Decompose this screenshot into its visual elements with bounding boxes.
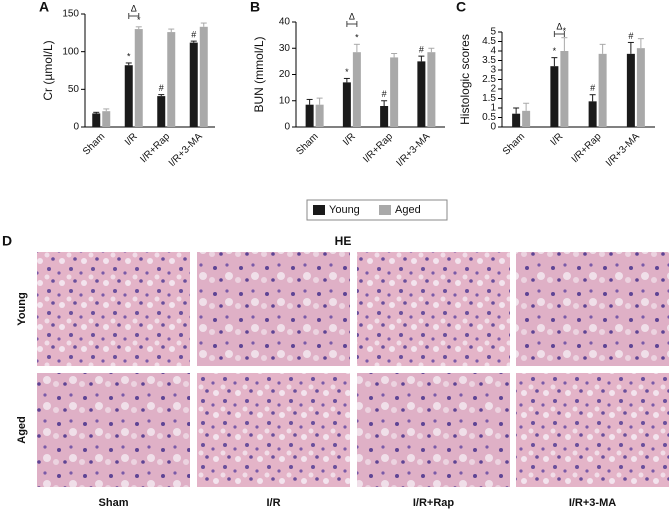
- y-tick-label: 5: [490, 27, 496, 38]
- histology-image: [516, 252, 669, 366]
- bar: [157, 96, 166, 127]
- y-tick-label: 20: [279, 69, 291, 80]
- x-tick-label: I/R: [549, 131, 566, 148]
- bar: [390, 57, 399, 127]
- y-tick-label: 3.5: [482, 55, 496, 66]
- x-tick-label: I/R+Rap: [570, 131, 604, 165]
- y-tick-label: 100: [62, 46, 79, 57]
- y-axis-title: Histologic scores: [458, 34, 472, 125]
- y-tick-label: 40: [279, 17, 291, 28]
- bar: [315, 104, 324, 127]
- y-tick-label: 30: [279, 43, 291, 54]
- y-tick-label: 1: [490, 103, 496, 114]
- bar: [134, 29, 143, 127]
- significance-mark: *: [345, 67, 349, 77]
- column-label: I/R: [266, 497, 280, 509]
- legend-label: Aged: [395, 204, 421, 216]
- bar: [417, 61, 426, 127]
- y-tick-label: 150: [62, 9, 79, 20]
- y-tick-label: 4.5: [482, 36, 496, 47]
- histology-image: [357, 373, 510, 487]
- legend: [306, 199, 448, 221]
- significance-mark: #: [590, 83, 595, 93]
- bar: [342, 82, 351, 127]
- panel-letter: D: [2, 233, 12, 249]
- x-tick-label: I/R+3-MA: [604, 131, 642, 169]
- histology-image: [197, 252, 350, 366]
- bar: [305, 104, 314, 127]
- bar: [167, 32, 176, 127]
- panel-letter: B: [250, 0, 260, 15]
- x-tick-label: I/R+Rap: [361, 131, 395, 165]
- histology-image: [357, 252, 510, 366]
- y-tick-label: 50: [68, 84, 80, 95]
- bar: [636, 48, 645, 127]
- bar: [199, 26, 208, 127]
- y-tick-label: 10: [279, 95, 291, 106]
- bar: [427, 52, 436, 127]
- column-label: I/R+Rap: [413, 497, 455, 509]
- x-tick-label: I/R+3-MA: [167, 131, 205, 169]
- legend-swatch: [313, 205, 325, 215]
- x-tick-label: Sham: [501, 131, 527, 157]
- y-tick-label: 0: [73, 122, 79, 133]
- y-tick-label: 2: [490, 84, 496, 95]
- y-tick-label: 3: [490, 65, 496, 76]
- panel-letter: C: [456, 0, 466, 15]
- significance-mark: *: [127, 51, 131, 61]
- histology-image: [37, 373, 190, 487]
- significance-mark: #: [628, 31, 633, 41]
- column-label: I/R+3-MA: [569, 497, 616, 509]
- bar: [560, 51, 569, 127]
- y-tick-label: 2.5: [482, 74, 496, 85]
- x-tick-label: Sham: [294, 131, 320, 157]
- y-axis-title: BUN (mmol/L): [252, 36, 266, 112]
- y-axis-title: Cr (µmol/L): [41, 40, 55, 100]
- significance-mark: *: [553, 46, 557, 56]
- significance-mark: #: [419, 45, 424, 55]
- bracket-label: Δ: [349, 11, 355, 21]
- x-tick-label: I/R: [341, 131, 358, 148]
- bar: [550, 66, 559, 127]
- bar: [92, 113, 101, 127]
- histology-image: [516, 373, 669, 487]
- bar: [626, 53, 635, 127]
- y-tick-label: 0: [284, 122, 290, 133]
- row-label: Aged: [16, 416, 28, 444]
- legend-label: Young: [329, 204, 360, 216]
- y-tick-label: 1.5: [482, 93, 496, 104]
- bar: [588, 101, 597, 127]
- legend-swatch: [379, 205, 391, 215]
- column-label: Sham: [99, 497, 129, 509]
- histology-image: [197, 373, 350, 487]
- y-tick-label: 0: [490, 122, 496, 133]
- significance-mark: #: [159, 83, 164, 93]
- legend-frame: [306, 199, 448, 221]
- x-tick-label: Sham: [81, 131, 107, 157]
- x-tick-label: I/R+3-MA: [395, 131, 433, 169]
- bar: [512, 113, 521, 127]
- significance-mark: #: [382, 89, 387, 99]
- significance-mark: *: [137, 15, 141, 25]
- significance-mark: #: [191, 29, 196, 39]
- x-tick-label: I/R: [123, 131, 140, 148]
- stain-label: HE: [335, 234, 352, 248]
- bracket-label: Δ: [556, 21, 562, 31]
- bar: [522, 110, 531, 127]
- bar: [189, 42, 198, 128]
- bar: [598, 53, 607, 127]
- row-label: Young: [16, 292, 28, 325]
- significance-mark: *: [355, 33, 359, 43]
- bar: [102, 111, 111, 127]
- panel-letter: A: [39, 0, 49, 15]
- bar: [352, 52, 361, 127]
- histology-image: [37, 252, 190, 366]
- y-tick-label: 4: [490, 46, 496, 57]
- bar: [380, 106, 389, 127]
- y-tick-label: 0.5: [482, 112, 496, 123]
- bracket-label: Δ: [131, 3, 137, 13]
- bar: [124, 65, 133, 127]
